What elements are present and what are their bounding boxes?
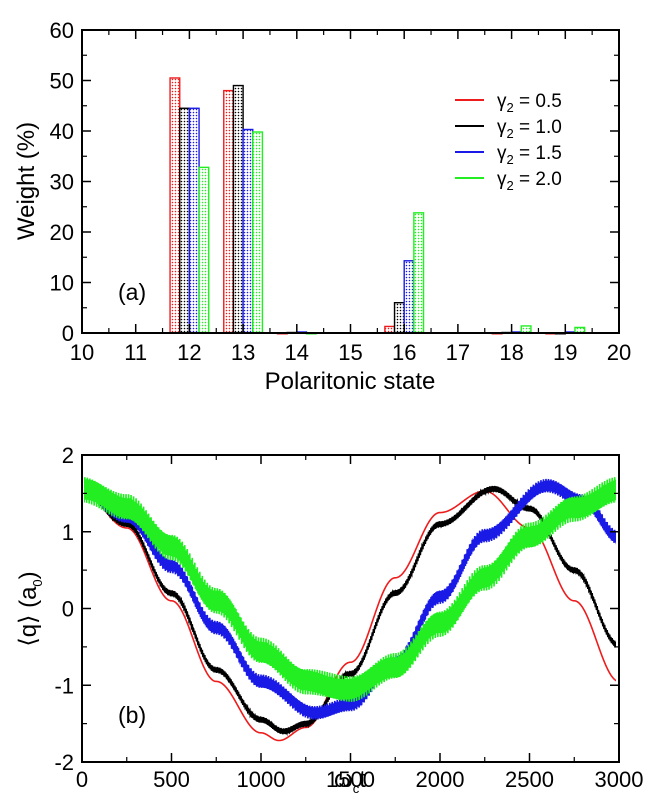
legend-symbol: γ	[497, 91, 507, 112]
panel-b-x-tick-label: 3000	[595, 767, 644, 792]
panel-b-x-tick-label: 2000	[416, 767, 465, 792]
panel-b-x-tick-label: 1000	[237, 767, 286, 792]
panel-b-y-label-tail: )	[15, 571, 42, 579]
bar-series-0-state-13	[223, 89, 235, 334]
panel-a-x-tick-label: 11	[124, 340, 147, 365]
panel-a-y-tick-label: 60	[50, 18, 74, 43]
panel-a-y-axis-label: Weight (%)	[13, 122, 40, 240]
bar-series-2-state-13	[242, 128, 254, 334]
panel-a-y-tick-label: 10	[50, 271, 74, 296]
panel-b-x-axis-label: ωct	[334, 766, 366, 793]
bar-series-1-state-12	[179, 107, 191, 334]
bar-series-3-state-12	[198, 166, 210, 334]
panel-a-x-tick-label: 20	[607, 340, 631, 365]
panel-a-y-tick-label: 50	[50, 69, 74, 94]
panel-b-y-tick-label: 2	[62, 443, 74, 468]
panel-b-y-axis-label: ⟨q⟩ (a0)	[15, 571, 45, 646]
panel-a-x-tick-label: 19	[553, 340, 577, 365]
bar-series-3-state-16	[413, 212, 425, 334]
legend-entry-2: γ2 = 1.5	[497, 143, 562, 167]
panel-b-x-tick-label: 0	[76, 767, 88, 792]
panel-a-y-tick-label: 20	[50, 220, 74, 245]
panel-b-x-tick-label: 500	[153, 767, 190, 792]
panel-a-x-tick-label: 18	[499, 340, 523, 365]
panel-a-x-tick-label: 15	[338, 340, 362, 365]
panel-b-x-label-tail: t	[359, 766, 366, 793]
panel-a-x-axis-label: Polaritonic state	[265, 368, 436, 395]
panel-a-x-tick-label: 17	[446, 340, 470, 365]
panel-b-x-label-main: ω	[334, 766, 353, 793]
panel-a-x-tick-label: 14	[285, 340, 309, 365]
legend-value: = 0.5	[514, 91, 562, 112]
line-series-2	[84, 478, 616, 720]
panel-b-y-tick-label: 0	[62, 597, 74, 622]
legend-value: = 1.0	[514, 117, 562, 138]
bar-series-0-state-12	[169, 77, 181, 334]
panel-b-y-label-sub: 0	[30, 579, 45, 586]
legend-subscript: 2	[507, 126, 514, 141]
panel-a-x-tick-label: 16	[392, 340, 416, 365]
legend-symbol: γ	[497, 117, 507, 138]
panel-a-legend: γ2 = 0.5γ2 = 1.0γ2 = 1.5γ2 = 2.0	[455, 91, 562, 193]
panel-b-x-tick-label: 2500	[505, 767, 554, 792]
legend-value: = 2.0	[514, 169, 562, 190]
panel-b-x-tick-label: 1500	[326, 767, 375, 792]
legend-value: = 1.5	[514, 143, 562, 164]
panel-a-frame	[81, 29, 620, 334]
legend-entry-3: γ2 = 2.0	[497, 169, 562, 193]
legend-symbol: γ	[497, 169, 507, 190]
panel-b-y-label-main: ⟨q⟩ (a	[15, 586, 42, 647]
panel-a-label: (a)	[118, 279, 146, 305]
bar-series-2-state-12	[188, 107, 200, 334]
bar-series-3-state-18	[520, 325, 532, 334]
legend-entry-1: γ2 = 1.0	[497, 117, 562, 141]
panel-b-ticks: 0 500 1000 1500 2000 2500 3000 -2 -1 0 1 2	[54, 443, 643, 792]
panel-a-x-tick-label: 12	[177, 340, 201, 365]
panel-a-y-tick-label: 40	[50, 119, 74, 144]
panel-a-x-tick-label: 10	[70, 340, 94, 365]
line-series-1	[84, 485, 616, 737]
panel-b-y-tick-label: -1	[54, 673, 74, 698]
panel-b-label: (b)	[118, 702, 146, 728]
legend-entry-0: γ2 = 0.5	[497, 91, 562, 115]
panel-b-y-tick-label: -2	[54, 750, 74, 775]
legend-subscript: 2	[507, 100, 514, 115]
legend-subscript: 2	[507, 178, 514, 193]
bar-series-3-state-13	[252, 131, 264, 334]
panel-b-y-tick-label: 1	[62, 520, 74, 545]
panel-b-x-label-sub: c	[353, 781, 360, 793]
panel-b-frame	[81, 454, 620, 763]
bar-series-1-state-13	[232, 84, 244, 334]
bar-series-1-state-16	[393, 302, 405, 334]
legend-subscript: 2	[507, 152, 514, 167]
panel-b-lines	[84, 477, 616, 742]
bar-series-2-state-16	[403, 260, 415, 334]
panel-a-x-tick-label: 13	[231, 340, 255, 365]
panel-a-y-tick-label: 30	[50, 170, 74, 195]
panel-a-y-tick-label: 0	[62, 321, 74, 346]
legend-symbol: γ	[497, 143, 507, 164]
panel-a-bars	[169, 77, 586, 335]
line-series-3	[84, 477, 616, 702]
